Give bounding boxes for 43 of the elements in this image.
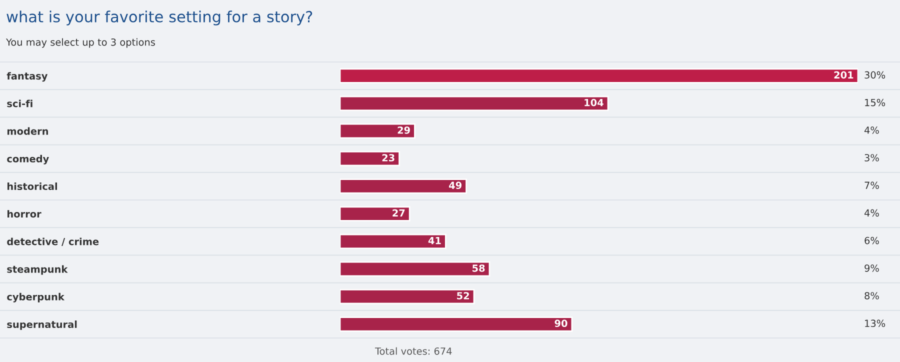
text: 4% (864, 209, 879, 217)
y-tick-label: horror (7, 210, 42, 218)
data-label: 90 (554, 320, 568, 328)
text: 3% (864, 154, 879, 162)
y-tick-label: sci-fi (7, 100, 32, 108)
bar (340, 96, 609, 111)
text: 13% (865, 320, 886, 328)
data-label: 29 (398, 126, 410, 134)
y-tick-label: steampunk (7, 265, 68, 275)
bar (340, 261, 490, 277)
text: 4% (864, 126, 879, 134)
data-label: 27 (392, 209, 405, 216)
text: 9% (864, 264, 879, 272)
text: what is your favorite setting for a story? (6, 10, 312, 26)
y-tick-label: modern (7, 127, 48, 135)
data-label: 104 (584, 98, 604, 106)
data-label: 49 (449, 182, 462, 190)
data-label: 52 (457, 292, 469, 300)
bar (340, 151, 400, 166)
data-label: 201 (834, 71, 854, 79)
y-tick-label: historical (7, 182, 57, 190)
text: You may select up to 3 options (6, 38, 155, 48)
y-tick-label: fantasy (6, 72, 48, 82)
bar (340, 289, 475, 304)
y-tick-label: cyberpunk (7, 292, 65, 302)
bar (340, 68, 858, 84)
bar (340, 123, 416, 139)
text: 8% (864, 292, 879, 300)
data-label: 41 (428, 236, 441, 244)
data-label: 58 (472, 264, 485, 272)
text: 30% (864, 71, 886, 79)
text: 15% (865, 98, 886, 106)
text: 7% (864, 182, 879, 190)
data-label: 23 (382, 154, 394, 162)
y-tick-label: detective / crime (7, 238, 99, 246)
text: Total votes: 674 (374, 347, 452, 355)
text: 6% (864, 236, 879, 244)
bar (340, 206, 410, 222)
bar (340, 178, 467, 194)
bar (340, 234, 446, 249)
y-tick-label: supernatural (7, 320, 77, 330)
bar (340, 316, 573, 332)
y-tick-label: comedy (7, 154, 49, 164)
